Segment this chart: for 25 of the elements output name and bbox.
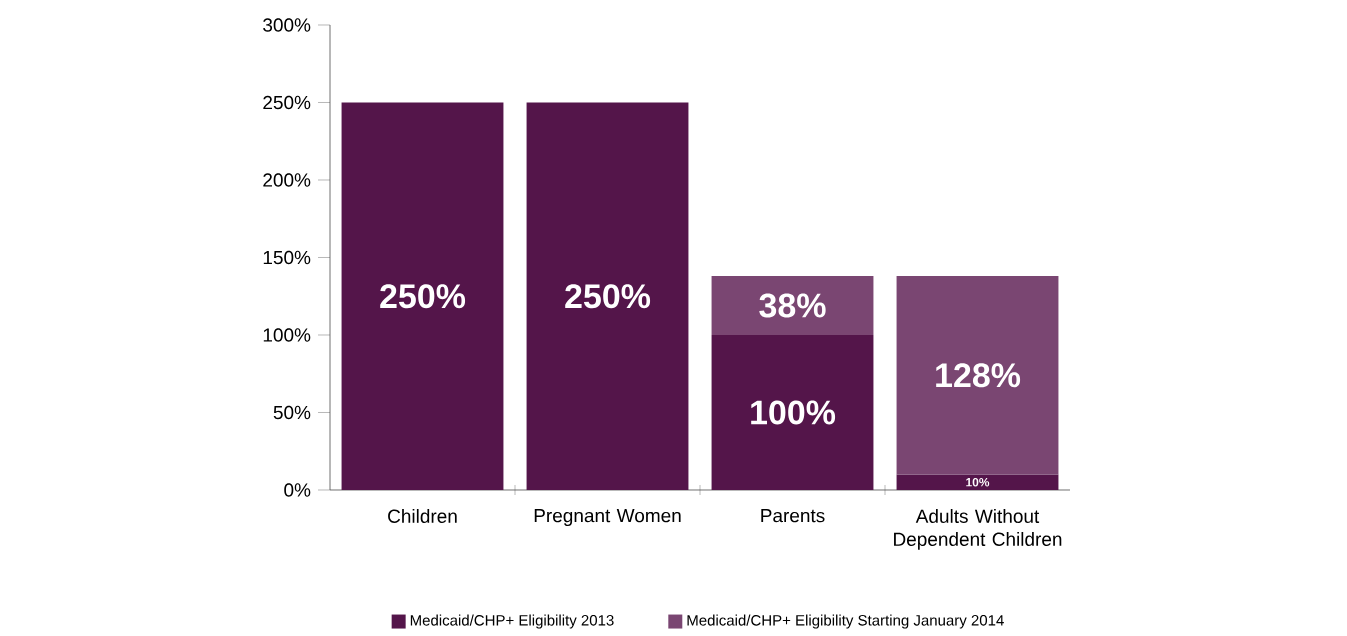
data-label: 38% — [759, 293, 826, 318]
legend-label: Medicaid/CHP+ Eligibility Starting January 2014 — [687, 614, 1004, 629]
bar — [711, 334, 874, 490]
bar — [711, 275, 874, 335]
data-label: 250% — [565, 283, 651, 309]
bar — [341, 102, 504, 490]
y-tick-label: 0% — [284, 483, 311, 497]
x-tick-label: Pregnant Women — [534, 508, 681, 526]
bar — [526, 102, 689, 490]
data-label: 250% — [380, 283, 466, 309]
x-tick-label: Adults Without Dependent Children — [894, 508, 1062, 550]
data-label: 128% — [936, 363, 1021, 388]
data-label: 10% — [966, 477, 990, 487]
y-tick-label: 200% — [263, 173, 311, 187]
x-tick-label: Children — [388, 508, 457, 523]
y-tick-label: 50% — [273, 405, 311, 419]
y-tick-label: 150% — [263, 250, 311, 265]
data-label: 100% — [751, 400, 836, 425]
bar — [896, 474, 1059, 490]
y-tick-label: 250% — [263, 95, 311, 110]
x-tick-label: Parents — [761, 508, 825, 523]
legend-label: Medicaid/CHP+ Eligibility 2013 — [410, 614, 614, 629]
y-tick-label: 300% — [263, 18, 311, 32]
bar — [896, 275, 1059, 475]
y-tick-label: 100% — [263, 328, 311, 342]
